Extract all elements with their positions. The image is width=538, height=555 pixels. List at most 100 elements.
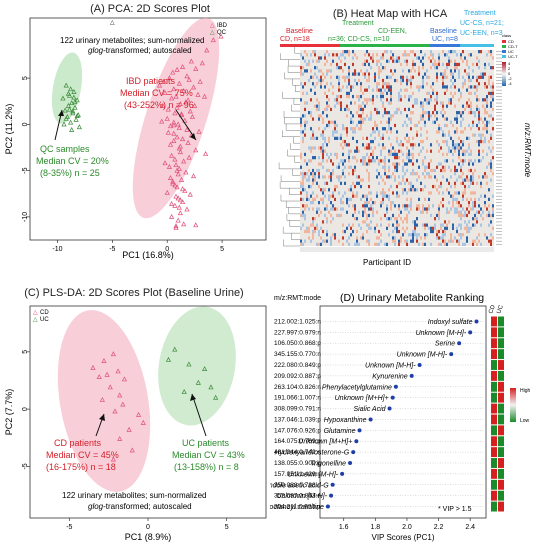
heatmap-cell bbox=[384, 159, 386, 163]
heatmap-cell bbox=[376, 191, 378, 195]
heatmap-cell bbox=[484, 136, 486, 140]
heatmap-cell bbox=[308, 229, 310, 234]
heatmap-cell bbox=[306, 62, 308, 67]
heatmap-cell bbox=[460, 114, 462, 118]
point-ibd-68 bbox=[178, 111, 185, 117]
heatmap-cell bbox=[444, 168, 446, 173]
heatmap-colorbar bbox=[502, 62, 506, 86]
heatmap-cell bbox=[300, 117, 302, 121]
heatmap-cell bbox=[450, 98, 452, 102]
vip-cd-cell-11 bbox=[491, 436, 497, 447]
heatmap-cell bbox=[406, 207, 408, 211]
point-uc-5 bbox=[195, 379, 201, 385]
heatmap-cell bbox=[466, 72, 468, 76]
heatmap-cell bbox=[360, 123, 362, 128]
heatmap-cell bbox=[408, 152, 410, 157]
heatmap-cell bbox=[356, 242, 358, 246]
heatmap-cell bbox=[412, 62, 414, 67]
heatmap-cell bbox=[444, 159, 446, 163]
heatmap-cell bbox=[492, 204, 494, 208]
heatmap-cell bbox=[330, 75, 332, 79]
heatmap-cell bbox=[436, 101, 438, 105]
vip-mz-12: 481.244:0.742:n bbox=[274, 449, 321, 456]
heatmap-cell bbox=[358, 149, 360, 153]
heatmap-cell bbox=[314, 229, 316, 234]
heatmap-cell bbox=[318, 56, 320, 60]
heatmap-cell bbox=[388, 75, 390, 79]
heatmap-cell bbox=[358, 72, 360, 76]
heatmap-cell bbox=[418, 72, 420, 76]
heatmap-cell bbox=[332, 204, 334, 208]
point-ibd-12 bbox=[199, 60, 205, 66]
heatmap-cell bbox=[438, 210, 440, 214]
heatmap-cell bbox=[438, 184, 440, 189]
point-ibd-87 bbox=[172, 182, 178, 188]
point-ibd-50 bbox=[173, 162, 179, 168]
legend-cdt-swatch bbox=[502, 45, 506, 48]
heatmap-cell bbox=[398, 91, 400, 95]
point-uc-7 bbox=[213, 394, 219, 400]
heatmap-cell bbox=[302, 181, 304, 185]
vip-metabolite-3: Unknown [M-H]- bbox=[397, 352, 448, 359]
heatmap-cell bbox=[372, 201, 374, 205]
heatmap-cell bbox=[352, 114, 354, 118]
heatmap-cell bbox=[404, 88, 406, 92]
heatmap-cells bbox=[300, 50, 494, 246]
point-ibd-89 bbox=[177, 197, 183, 203]
heatmap-cell bbox=[444, 123, 446, 128]
heatmap-cell bbox=[482, 210, 484, 214]
heatmap-cell bbox=[406, 156, 408, 160]
heatmap-cell bbox=[432, 82, 434, 86]
heatmap-cell bbox=[382, 66, 384, 70]
vip-point-11 bbox=[354, 439, 359, 444]
heatmap-cell bbox=[402, 220, 404, 224]
vip-uc-cell-17 bbox=[498, 501, 504, 512]
point-ibd-86 bbox=[167, 175, 174, 180]
heatmap-cell bbox=[366, 194, 368, 198]
heatmap-cell bbox=[468, 204, 470, 208]
heatmap-cell bbox=[380, 56, 382, 60]
heatmap-cell bbox=[420, 85, 422, 89]
heatmap-cell bbox=[366, 201, 368, 205]
panel-c: (C) PLS-DA: 2D Scores Plot (Baseline Uri… bbox=[0, 278, 270, 550]
heatmap-cell bbox=[490, 94, 492, 99]
heatmap-cell bbox=[466, 236, 468, 240]
heatmap-cell bbox=[482, 149, 484, 153]
heatmap-cell bbox=[386, 210, 388, 214]
heatmap-cell bbox=[364, 62, 366, 67]
heatmap-cell bbox=[452, 223, 454, 227]
heatmap-cell bbox=[386, 204, 388, 208]
heatmap-cell bbox=[428, 204, 430, 208]
heatmap-cell bbox=[352, 94, 354, 99]
heatmap-cell bbox=[476, 139, 478, 144]
heatmap-cell bbox=[398, 94, 400, 99]
x-tick-label-0: -10 bbox=[52, 246, 62, 253]
heatmap-cell bbox=[464, 56, 466, 60]
heatmap-cell bbox=[414, 172, 416, 176]
heatmap-cell bbox=[338, 78, 340, 83]
vip-metabolite-11: Unknown [M+H]+ bbox=[298, 439, 352, 446]
heatmap-cell bbox=[394, 178, 396, 182]
heatmap-cell bbox=[356, 72, 358, 76]
heatmap-cell bbox=[410, 188, 412, 192]
heatmap-cell bbox=[454, 184, 456, 189]
heatmap-cell bbox=[338, 191, 340, 195]
heatmap-cell bbox=[368, 98, 370, 102]
point-ibd-34 bbox=[164, 115, 170, 121]
heatmap-cell bbox=[492, 107, 494, 112]
heatmap-cell bbox=[440, 181, 442, 185]
uc-annotation-line2: Median CV = 43% bbox=[172, 450, 245, 460]
heatmap-cell bbox=[320, 197, 322, 202]
heatmap-cell bbox=[446, 123, 448, 128]
heatmap-cell bbox=[488, 162, 490, 166]
heatmap-cell bbox=[404, 162, 406, 166]
vip-point-17 bbox=[325, 504, 330, 509]
colorbar-tick-5: -4 bbox=[508, 81, 512, 86]
heatmap-cell bbox=[422, 82, 424, 86]
heatmap-cell bbox=[428, 207, 430, 211]
heatmap-cell bbox=[462, 50, 464, 54]
heatmap-cell bbox=[372, 159, 374, 163]
heatmap-cell bbox=[444, 229, 446, 234]
heatmap-cell bbox=[350, 233, 352, 237]
heatmap-cell bbox=[416, 85, 418, 89]
